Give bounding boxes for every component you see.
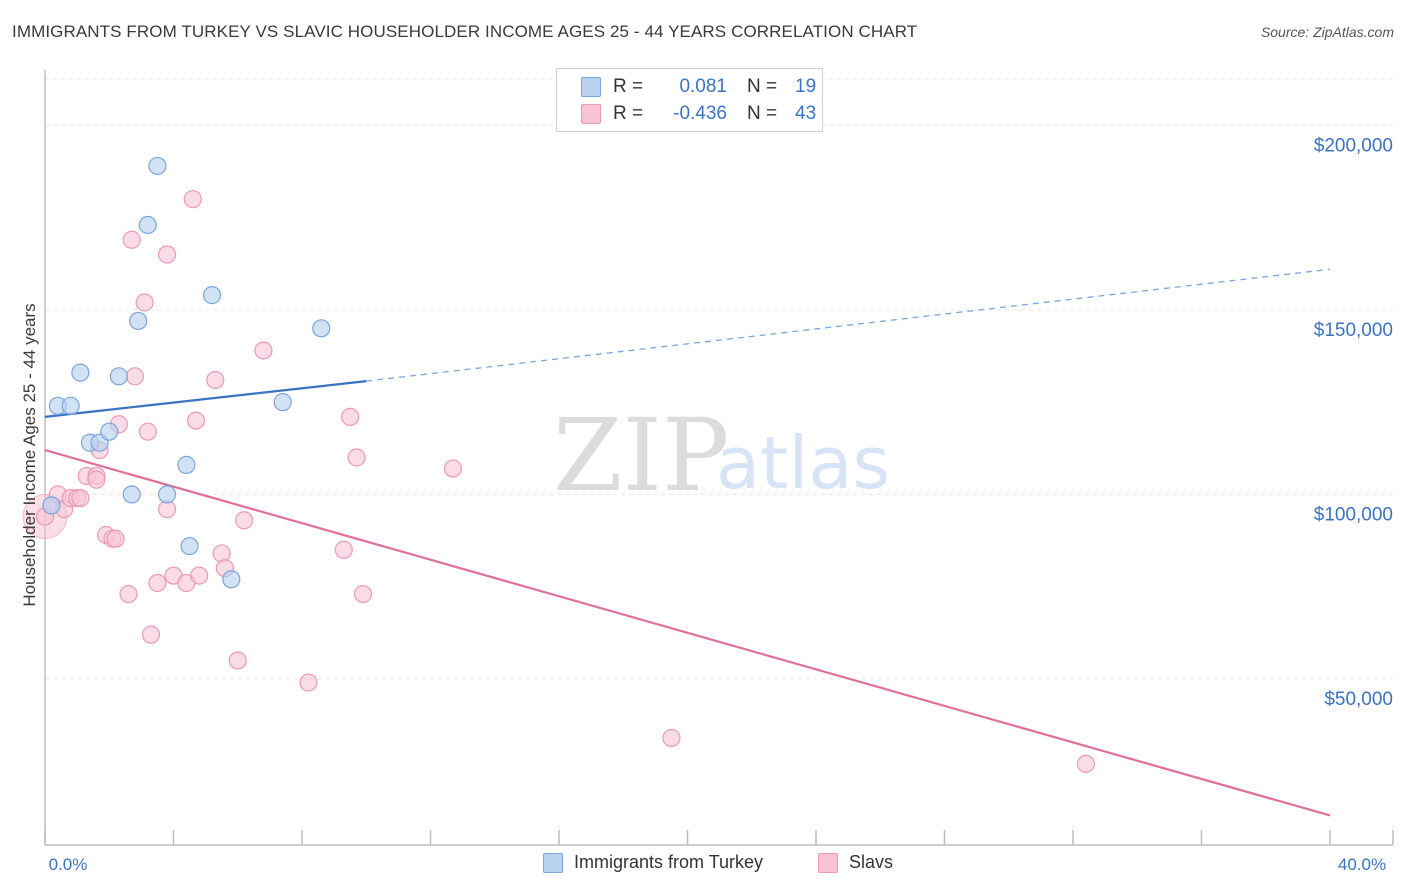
point-slavs [341, 407, 360, 427]
trend-lines [44, 268, 1331, 817]
legend-swatch-pink [818, 852, 838, 873]
point-slavs [138, 422, 157, 441]
legend-row-slavs: R = -0.436 N = 43 [581, 102, 816, 126]
y-tick-label: $100,000 [1314, 504, 1393, 525]
point-slavs [347, 448, 366, 467]
point-slavs [662, 728, 681, 748]
point-slavs [299, 673, 318, 692]
point-slavs [148, 573, 167, 593]
y-axis-label: Householder Income Ages 25 - 44 years [20, 303, 39, 606]
data-points [22, 156, 1095, 773]
point-turkey [109, 367, 128, 386]
point-slavs [206, 370, 225, 390]
point-turkey [71, 363, 90, 382]
point-turkey [202, 286, 222, 305]
point-slavs [183, 190, 202, 209]
point-turkey [100, 422, 119, 441]
point-slavs [119, 584, 138, 604]
point-turkey [222, 570, 241, 589]
trend-line-slavs [44, 449, 1331, 817]
y-tick-label: $200,000 [1314, 135, 1393, 156]
point-slavs [87, 470, 106, 489]
legend-n-label: N = [747, 103, 778, 124]
point-slavs [106, 529, 125, 548]
point-slavs [334, 540, 353, 559]
gridlines [45, 78, 1393, 680]
point-turkey [312, 319, 331, 338]
point-turkey [148, 156, 167, 176]
legend-n-label: N = [747, 76, 778, 97]
watermark-zip: ZIP [553, 397, 729, 514]
x-tick-label-min: 0.0% [49, 855, 88, 874]
y-tick-labels: $200,000 $150,000 $100,000 $50,000 [1314, 135, 1393, 710]
x-tick-label-max: 40.0% [1338, 855, 1386, 874]
legend-r-label: R = [613, 76, 644, 97]
legend-item-slavs: Slavs [818, 852, 893, 873]
legend-n-value: 43 [795, 103, 817, 124]
point-slavs [235, 511, 254, 530]
trend-line-turkey-extrapolated [366, 268, 1331, 382]
legend-row-turkey: R = 0.081 N = 19 [581, 75, 816, 99]
point-turkey [157, 485, 177, 504]
point-turkey [177, 455, 196, 474]
point-turkey [138, 215, 157, 235]
point-turkey [273, 393, 292, 412]
point-slavs [254, 341, 273, 360]
point-slavs [71, 488, 90, 508]
correlation-legend: R = 0.081 N = 19 R = -0.436 N = 43 [556, 68, 823, 132]
legend-swatch-blue [543, 852, 563, 873]
legend-label-turkey: Immigrants from Turkey [574, 852, 764, 872]
legend-r-value: -0.436 [673, 103, 727, 124]
point-slavs [186, 411, 206, 430]
source-credit: Source: ZipAtlas.com [1260, 24, 1394, 40]
point-turkey [122, 485, 141, 504]
watermark: ZIP atlas [553, 397, 890, 514]
point-slavs [122, 230, 141, 249]
point-slavs [228, 651, 247, 670]
point-turkey [180, 536, 199, 556]
legend-item-turkey: Immigrants from Turkey [543, 852, 763, 873]
legend-r-value: 0.081 [679, 76, 727, 97]
point-turkey [129, 311, 148, 331]
point-turkey [61, 396, 80, 415]
point-slavs [190, 566, 209, 585]
point-slavs [1076, 754, 1095, 773]
legend-swatch-pink [581, 104, 601, 124]
chart-title: IMMIGRANTS FROM TURKEY VS SLAVIC HOUSEHO… [12, 22, 918, 41]
axes [44, 70, 1393, 846]
trend-line-turkey [44, 380, 367, 418]
point-slavs [125, 367, 145, 386]
point-slavs [443, 459, 463, 478]
point-turkey [42, 496, 61, 515]
legend-r-label: R = [613, 103, 644, 124]
point-slavs [212, 544, 231, 563]
series-legend: Immigrants from Turkey Slavs [0, 852, 1406, 878]
legend-swatch-blue [581, 77, 601, 97]
point-slavs [157, 245, 177, 264]
legend-n-value: 19 [795, 76, 817, 97]
legend-label-slavs: Slavs [849, 852, 894, 872]
point-slavs [353, 584, 373, 604]
y-tick-label: $50,000 [1324, 689, 1393, 710]
point-slavs [135, 293, 154, 312]
watermark-atlas: atlas [716, 421, 890, 505]
point-slavs [141, 625, 161, 644]
x-ticks [44, 830, 1394, 845]
y-tick-label: $150,000 [1314, 320, 1393, 341]
